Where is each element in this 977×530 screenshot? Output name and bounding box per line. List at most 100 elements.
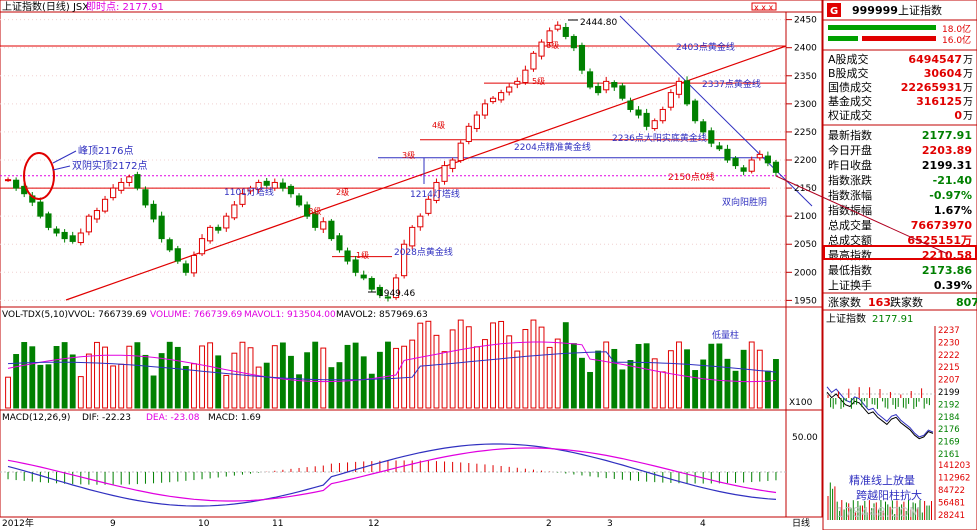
- time-label-12: 12: [368, 519, 379, 529]
- pointer-line: [775, 175, 949, 255]
- volume-bar: [53, 346, 60, 409]
- close-box-icon[interactable]: x x x: [751, 2, 777, 12]
- peak-pointer: [52, 150, 77, 164]
- volume-bar: [748, 341, 755, 409]
- price-tick-label: 2100: [794, 212, 817, 222]
- quote-label: 总成交额: [828, 233, 872, 247]
- time-label-3: 3: [607, 519, 613, 529]
- candle-body: [392, 277, 400, 299]
- price-tick-label: 2350: [794, 72, 817, 82]
- candle-body: [239, 193, 246, 205]
- candle-body: [126, 176, 133, 183]
- candle-body: [586, 71, 594, 88]
- mini-axis-label: 2184: [938, 413, 960, 423]
- peak-top-label: 峰顶2176点: [78, 145, 133, 157]
- candle-body: [247, 187, 254, 192]
- candle: [554, 21, 561, 32]
- volume-bar: [724, 358, 731, 409]
- candle-body: [69, 235, 76, 242]
- low-volume-note: 低量柱: [712, 329, 739, 341]
- candle-body: [538, 41, 545, 57]
- candle: [61, 229, 68, 243]
- stat-value: 30604: [924, 67, 963, 80]
- candle-body: [433, 181, 440, 201]
- stat-value: 0: [954, 109, 962, 122]
- volume-bar: [740, 349, 747, 409]
- vol-mavol1: MAVOL1: 913504.00: [244, 310, 336, 320]
- candle: [166, 237, 173, 253]
- mini-axis-label: 2199: [938, 388, 960, 398]
- candle-body: [498, 92, 505, 101]
- candle-body: [700, 121, 707, 133]
- mini-value: 2177.91: [872, 314, 913, 325]
- annotations: 峰顶2176点 双阴实顶2172点 2444.80 1949.46 2403点黄…: [23, 18, 767, 299]
- candle: [611, 80, 618, 91]
- quote-sidebar: G 999999 上证指数 18.0亿 16.0亿 A股成交 6494547 万B股…: [775, 0, 977, 530]
- candle: [651, 118, 658, 131]
- index-quotes: 最新指数 2177.91 今日开盘 2203.89 昨日收盘 2199.31 指数涨跌 -21…: [828, 128, 972, 292]
- macd-layer: [0, 443, 786, 507]
- volume-bar: [611, 348, 618, 409]
- stat-unit: 万: [963, 83, 973, 94]
- candle-body: [295, 195, 303, 206]
- candle-body: [198, 238, 206, 255]
- macd-value: MACD: 1.69: [208, 413, 261, 423]
- g-icon[interactable]: [827, 3, 841, 17]
- volume-bar: [174, 346, 181, 409]
- stat-unit: 万: [963, 111, 973, 122]
- volume-bar: [635, 343, 642, 409]
- candle: [207, 225, 214, 244]
- candle: [401, 239, 408, 279]
- candle: [392, 273, 400, 300]
- price-tick-label: 2200: [794, 156, 817, 166]
- candle: [279, 178, 286, 192]
- candle-body: [231, 204, 238, 219]
- volume-bar: [708, 343, 715, 409]
- candle-body: [77, 232, 84, 244]
- volume-bar: [223, 374, 230, 409]
- down-count-label: 跌家数: [890, 295, 923, 309]
- candle: [570, 34, 577, 52]
- candle: [643, 108, 650, 131]
- candle: [514, 77, 521, 89]
- level-6-label: 6级: [546, 40, 559, 50]
- volume-bar: [457, 319, 464, 409]
- quote-label: 最低指数: [828, 263, 872, 277]
- candle: [603, 76, 610, 94]
- quote-value: -0.97%: [929, 189, 972, 202]
- candle-body: [352, 259, 359, 273]
- volume-bars-layer: [5, 319, 779, 409]
- candle-body: [562, 26, 569, 37]
- candle: [425, 195, 432, 216]
- volume-bar: [579, 357, 585, 409]
- g-icon-label: G: [830, 6, 838, 17]
- candle: [716, 142, 723, 152]
- candle: [360, 270, 367, 281]
- volume-bar: [360, 356, 367, 409]
- candle-body: [85, 215, 92, 233]
- volume-bar: [158, 353, 165, 409]
- mini-price-line: [826, 391, 934, 440]
- volume-bar: [530, 319, 537, 409]
- candle: [457, 140, 464, 163]
- candle-body: [570, 35, 577, 49]
- candle-body: [643, 112, 650, 127]
- volume-bar: [700, 359, 707, 409]
- period-label: 日线: [792, 517, 810, 529]
- stat-label: B股成交: [828, 66, 869, 80]
- volume-bar: [506, 335, 513, 409]
- candle-body: [554, 24, 561, 30]
- quote-value: 2210.58: [922, 249, 972, 262]
- level-3-label: 3级: [402, 150, 415, 160]
- up-count-value: 163: [868, 296, 891, 309]
- volume-bar: [716, 343, 723, 409]
- candle: [85, 213, 92, 236]
- candle: [619, 83, 626, 101]
- buy-bar: [828, 25, 936, 30]
- watermark: 178448.COM: [836, 506, 920, 521]
- candle: [223, 212, 230, 232]
- candle: [77, 228, 84, 246]
